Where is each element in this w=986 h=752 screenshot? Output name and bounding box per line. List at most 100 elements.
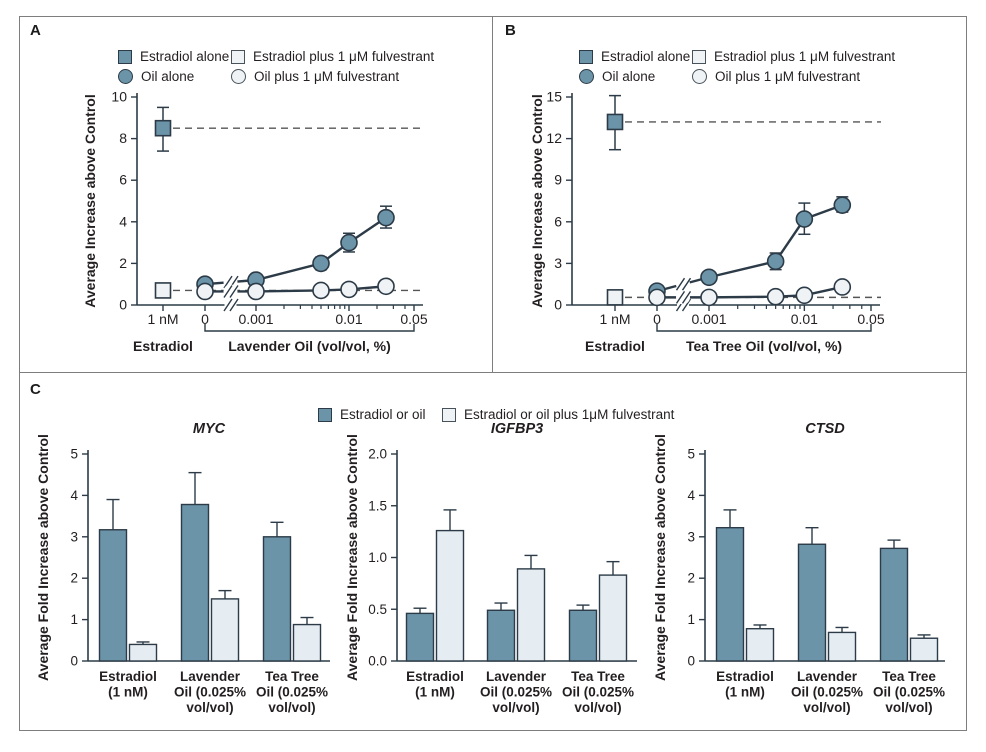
oil-range-bracket [656,324,872,332]
y-tick-label: 1.0 [368,550,387,565]
chart-title: MYC [193,421,226,437]
category-label: Estradiol [99,669,157,684]
bar-treatment-fulvestrant [598,574,628,662]
data-point-square [154,119,172,137]
bar-treatment-fulvestrant [128,643,158,662]
bar-treatment-fulvestrant [745,628,775,662]
line-break-gap [676,290,690,305]
category-label: Tea Tree [571,669,625,684]
x-tick-label: 0.05 [857,311,884,327]
line-break-gap [676,277,690,292]
category-label: vol/vol) [186,700,233,715]
oil-range-bracket [204,324,415,332]
data-point-circle [377,208,395,227]
x-group-label-oil: Lavender Oil (vol/vol, %) [228,338,391,354]
open-square-marker-icon [442,408,456,422]
legend-label: Estradiol plus 1 μM fulvestrant [253,49,435,64]
legend-item-oil-fulvestrant: Oil plus 1 μM fulvestrant [692,69,860,84]
data-point-circle [340,280,358,299]
x-tick-label: 0.01 [791,311,818,327]
y-tick-label: 4 [687,488,695,503]
series-line [204,216,387,286]
y-axis-label: Average Fold Increase above Control [344,434,360,681]
filled-square-marker-icon [118,50,132,64]
panel-c-label: C [30,381,41,398]
category-label: Lavender [797,669,858,684]
panel-a: A Estradiol alone Estradiol plus 1 μM fu… [18,16,493,373]
axis-break-slash [681,290,692,304]
axis-break-slash [681,277,692,291]
bar-treatment-fulvestrant [435,529,465,662]
legend-item-estradiol-or-oil-fulvestrant: Estradiol or oil plus 1μM fulvestrant [442,408,674,422]
legend-label: Oil plus 1 μM fulvestrant [254,68,400,84]
bar-treatment-fulvestrant [210,598,240,662]
panel-b-label: B [505,22,516,39]
data-point-circle [648,288,666,307]
y-axis-label: Average Fold Increase above Control [35,434,51,681]
axis-break-gap [224,303,237,307]
y-tick-label: 6 [554,213,562,229]
y-tick-label: 10 [111,89,127,105]
x-tick-label: 0 [201,311,209,327]
category-label: vol/vol) [885,700,932,715]
legend-label: Estradiol plus 1 μM fulvestrant [714,49,896,64]
filled-circle-marker-icon [118,69,133,84]
panel-b: B Estradiol alone Estradiol plus 1 μM fu… [493,16,968,373]
y-tick-label: 3 [554,255,562,271]
y-tick-label: 8 [119,130,127,146]
data-point-circle [700,288,718,307]
panel-c: C Estradiol or oil Estradiol or oil plus… [18,373,968,732]
category-label: vol/vol) [268,700,315,715]
y-tick-label: 1 [70,612,78,627]
x-tick-label: 0.001 [691,311,726,327]
chart-title: CTSD [805,421,845,437]
x-group-label-oil: Tea Tree Oil (vol/vol, %) [686,338,842,354]
axis-break-slash [675,277,686,291]
filled-square-marker-icon [579,50,593,64]
y-tick-label: 12 [546,130,562,146]
y-tick-label: 3 [687,529,695,544]
bar-treatment [180,503,210,662]
panel-divider-horizontal [19,372,967,373]
bar-treatment [405,612,435,662]
y-tick-label: 1 [687,612,695,627]
open-square-marker-icon [231,50,245,64]
y-tick-label: 0 [554,297,562,313]
legend-item-estradiol-fulvestrant: Estradiol plus 1 μM fulvestrant [692,50,895,64]
bar-treatment-fulvestrant [292,623,322,662]
legend-label: Estradiol alone [601,49,691,64]
axis-break-slash [229,298,239,312]
data-point-square [606,113,624,131]
legend-label: Oil alone [141,68,195,84]
legend-item-oil-alone: Oil alone [579,69,655,84]
x-tick-label: 0.001 [238,311,273,327]
data-point-circle [247,282,265,301]
chart-title: IGFBP3 [491,421,543,437]
category-label: Oil (0.025% [256,685,328,700]
bar-treatment-fulvestrant [909,637,939,662]
x-group-label-estradiol: Estradiol [585,338,645,354]
open-circle-marker-icon [692,69,707,84]
y-tick-label: 2 [119,255,127,271]
legend-label: Estradiol alone [140,49,230,64]
y-tick-label: 0 [687,654,695,669]
axis-break-gap [677,303,689,307]
data-point-circle [766,252,785,271]
figure-frame [19,16,967,731]
data-point-circle [312,281,330,300]
legend-item-oil-fulvestrant: Oil plus 1 μM fulvestrant [231,69,399,84]
legend-item-estradiol-fulvestrant: Estradiol plus 1 μM fulvestrant [231,50,434,64]
bar-treatment [262,536,292,662]
y-tick-label: 0 [119,297,127,313]
axis-break-slash [229,285,239,298]
bar-treatment [715,526,745,662]
legend-label: Estradiol or oil [340,407,426,422]
category-label: (1 nM) [725,685,765,700]
x-tick-label: 0 [653,311,661,327]
data-point-circle [340,233,358,252]
data-point-circle [795,286,814,305]
y-tick-label: 4 [70,488,78,503]
legend-item-estradiol-alone: Estradiol alone [579,50,690,64]
category-label: Oil (0.025% [562,685,634,700]
